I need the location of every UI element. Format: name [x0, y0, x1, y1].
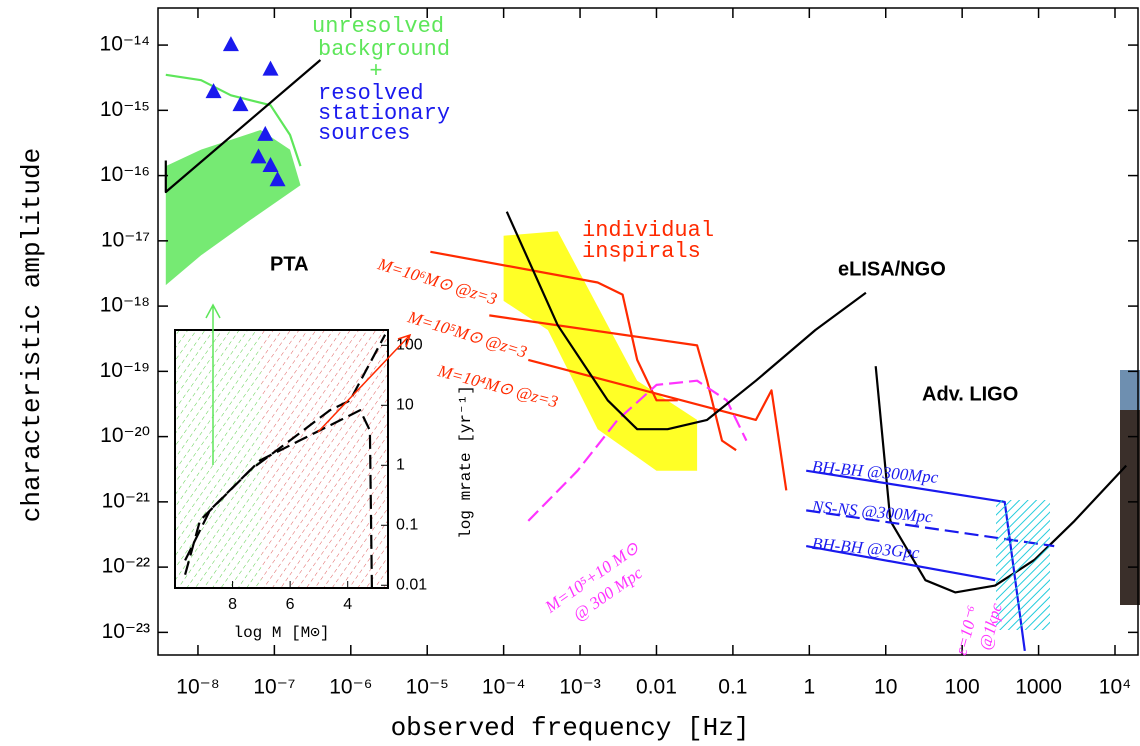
y-tick-label: 10⁻²¹	[102, 489, 150, 512]
x-tick-label: 6	[286, 596, 295, 613]
x-tick-label: 0.1	[718, 676, 747, 699]
inset-x-title: log M [M⊙]	[233, 624, 329, 642]
y-tick-label: 0.01	[396, 576, 427, 593]
chart: 10⁻⁸10⁻⁷10⁻⁶10⁻⁵10⁻⁴10⁻³0.010.1110100100…	[0, 0, 1140, 746]
y-tick-label: 10⁻¹⁵	[100, 98, 150, 121]
annotation: background	[318, 37, 450, 62]
annotation: eLISA/NGO	[838, 258, 946, 280]
x-tick-label: 10⁴	[1099, 676, 1131, 699]
y-tick-label: 10⁻²²	[102, 555, 150, 578]
y-tick-label: 0.1	[396, 516, 418, 533]
y-tick-label: 10⁻¹⁴	[100, 33, 150, 56]
shaded-region	[261, 330, 388, 588]
annotation: PTA	[270, 253, 309, 275]
annotation: Adv. LIGO	[922, 383, 1018, 405]
x-tick-label: 4	[343, 596, 352, 613]
annotation: M=10⁵M⊙ @z=3	[405, 307, 530, 362]
annotation: ε=10⁻⁶	[951, 604, 982, 657]
marker	[206, 83, 222, 98]
x-tick-label: 0.01	[636, 676, 677, 699]
x-tick-label: 10⁻⁶	[329, 676, 372, 699]
x-tick-label: 10⁻³	[559, 676, 600, 699]
x-axis-title: observed frequency [Hz]	[391, 713, 750, 743]
annotation: sources	[318, 121, 410, 146]
x-tick-label: 1	[803, 676, 815, 699]
x-tick-label: 100	[945, 676, 980, 699]
annotation: NS-NS @300Mpc	[810, 497, 934, 527]
y-tick-label: 10⁻¹⁷	[101, 228, 150, 251]
y-tick-label: 10⁻¹⁹	[100, 359, 150, 382]
x-tick-label: 10	[874, 676, 897, 699]
inset-y-title: log mrate [yr⁻¹]	[457, 385, 475, 539]
marker	[263, 61, 279, 76]
annotation: unresolved	[312, 14, 444, 39]
marker	[223, 36, 239, 51]
photo-sky	[1120, 370, 1140, 410]
y-tick-label: 1	[396, 457, 405, 474]
annotation: M=10⁶M⊙ @z=3	[375, 254, 500, 309]
y-tick-label: 10⁻¹⁶	[100, 163, 150, 186]
y-tick-label: 10	[396, 397, 414, 414]
y-tick-label: 10⁻¹⁸	[100, 294, 150, 317]
annotation: BH-BH @3Gpc	[811, 534, 920, 562]
annotation: M=10⁴M⊙ @z=3	[435, 361, 560, 412]
x-tick-label: 1000	[1015, 676, 1062, 699]
x-tick-label: 10⁻⁴	[482, 676, 525, 699]
y-tick-label: 10⁻²⁰	[100, 424, 150, 447]
y-tick-label: 10⁻²³	[102, 620, 150, 643]
annotation: inspirals	[582, 239, 701, 264]
x-tick-label: 8	[228, 596, 237, 613]
x-tick-label: 10⁻⁷	[253, 676, 295, 699]
x-tick-label: 10⁻⁵	[406, 676, 449, 699]
x-tick-label: 10⁻⁸	[176, 676, 219, 699]
shaded-region	[175, 330, 261, 588]
y-axis-title: characteristic amplitude	[17, 148, 47, 522]
